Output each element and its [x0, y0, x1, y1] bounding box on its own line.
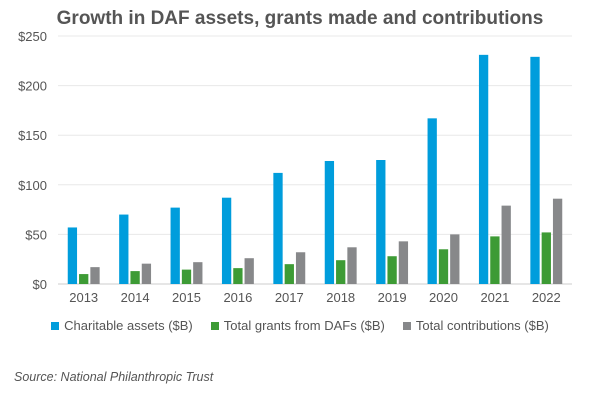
bar	[541, 232, 551, 284]
y-tick-label: $250	[18, 29, 47, 44]
bar	[119, 214, 129, 284]
x-tick-label: 2022	[532, 290, 561, 305]
legend-item-contributions: Total contributions ($B)	[402, 318, 549, 333]
bar	[284, 264, 294, 284]
bar	[347, 247, 357, 284]
bar	[67, 227, 78, 284]
bar-chart: $0 $50 $100 $150 $200 $250 2013 2014 2015 2016 201…	[18, 29, 572, 305]
bar	[376, 160, 386, 284]
bar	[90, 267, 100, 284]
legend-label: Total grants from DAFs ($B)	[223, 318, 385, 333]
bar	[79, 274, 89, 284]
x-tick-label: 2018	[326, 290, 355, 305]
bar	[490, 236, 500, 284]
legend-swatch	[402, 321, 411, 330]
bar	[221, 197, 232, 284]
bar	[450, 234, 460, 284]
bar	[336, 260, 346, 284]
bar	[552, 198, 563, 284]
x-tick-label: 2021	[480, 290, 509, 305]
bar	[244, 258, 254, 284]
bar	[530, 56, 540, 284]
legend-label: Total contributions ($B)	[415, 318, 549, 333]
x-tick-label: 2013	[69, 290, 98, 305]
legend-swatch	[210, 321, 219, 330]
x-tick-label: 2015	[172, 290, 201, 305]
x-tick-label: 2016	[223, 290, 252, 305]
source-note: Source: National Philanthropic Trust	[14, 370, 214, 384]
bar	[170, 207, 180, 284]
bar	[141, 263, 152, 284]
x-tick-label: 2020	[429, 290, 458, 305]
y-tick-label: $0	[33, 277, 47, 292]
bar	[273, 172, 283, 284]
bar	[130, 271, 140, 284]
y-tick-label: $50	[25, 227, 47, 242]
bar	[438, 249, 449, 284]
legend-item-assets: Charitable assets ($B)	[51, 318, 193, 333]
y-tick-label: $200	[18, 79, 47, 94]
bar	[193, 262, 203, 284]
bar	[478, 54, 489, 285]
bar	[398, 241, 409, 284]
x-tick-label: 2014	[121, 290, 150, 305]
legend: Charitable assets ($B) Total grants from…	[0, 318, 600, 333]
y-tick-label: $150	[18, 128, 47, 143]
bar	[181, 269, 192, 284]
x-tick-label: 2017	[275, 290, 304, 305]
chart-title: Growth in DAF assets, grants made and co…	[56, 8, 544, 29]
legend-label: Charitable assets ($B)	[64, 318, 193, 333]
y-tick-label: $100	[18, 178, 47, 193]
legend-swatch	[51, 321, 60, 330]
bar	[295, 252, 306, 284]
bar	[427, 118, 437, 284]
bar	[233, 268, 243, 284]
bar	[387, 256, 397, 284]
bar	[501, 205, 511, 284]
bar	[324, 160, 335, 284]
x-tick-label: 2019	[378, 290, 407, 305]
legend-item-grants: Total grants from DAFs ($B)	[210, 318, 385, 333]
